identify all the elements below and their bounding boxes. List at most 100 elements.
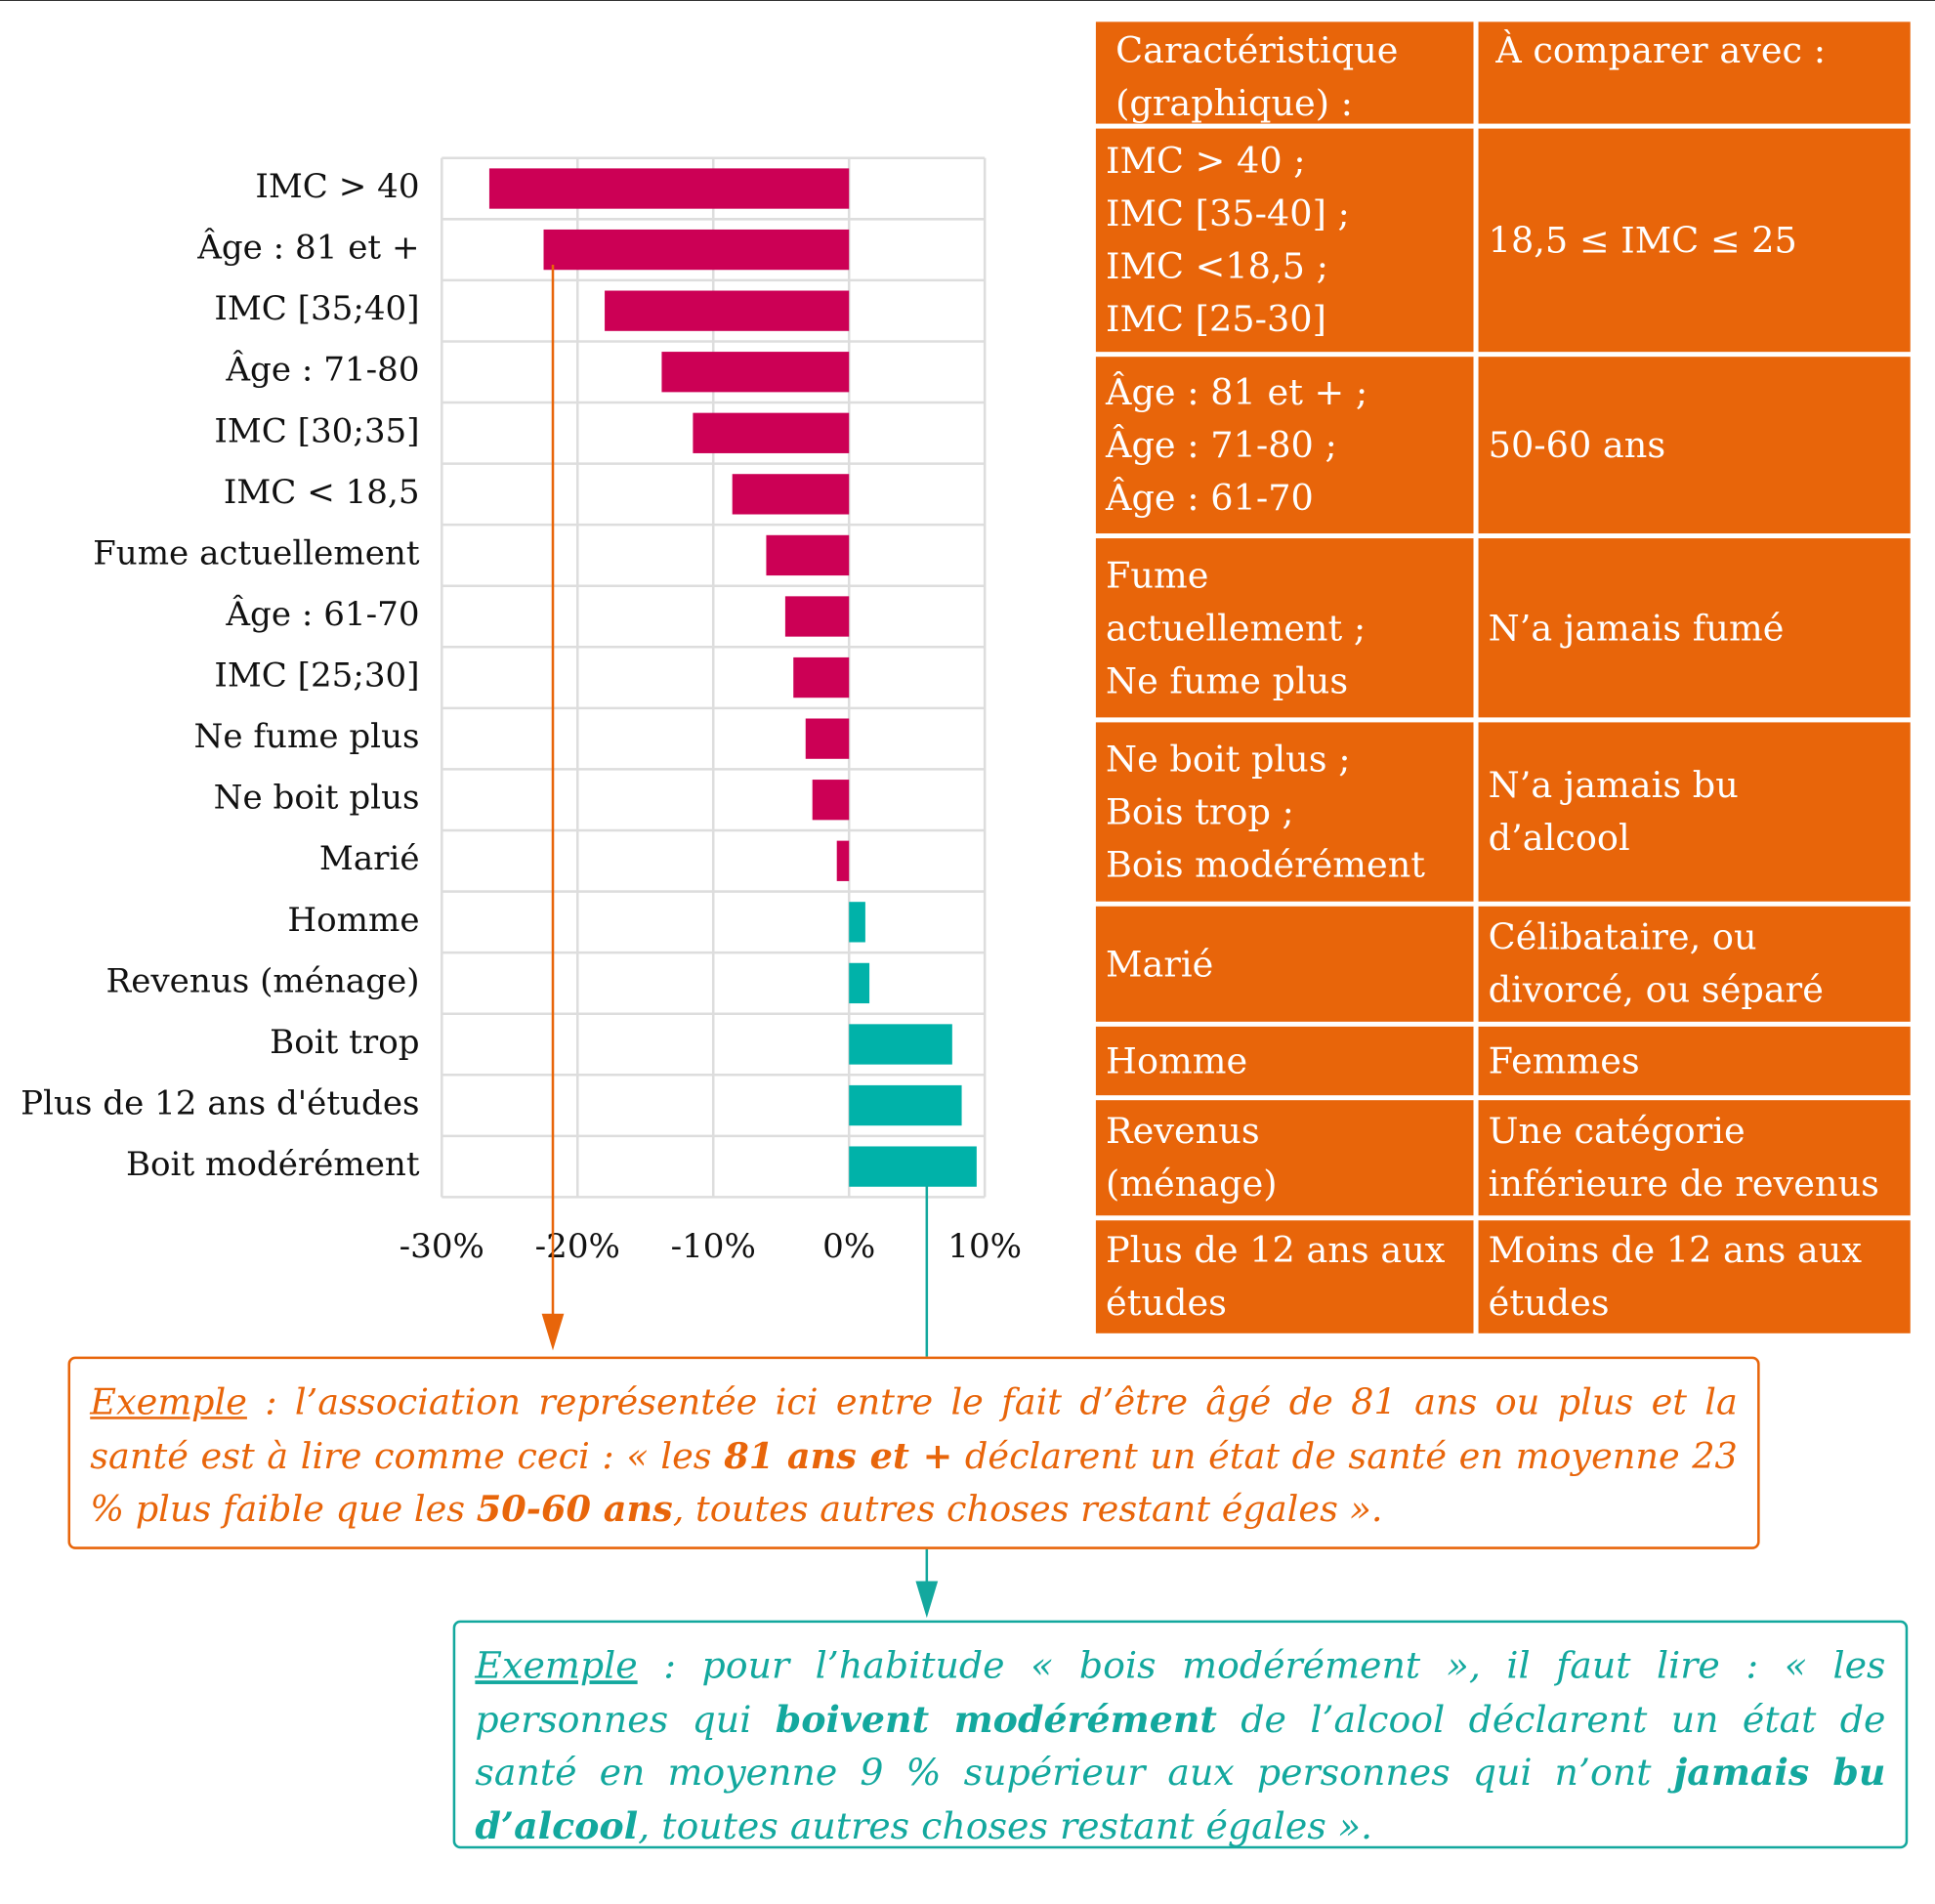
y-tick-label: Boit modérément — [126, 1145, 420, 1184]
cell-line: Célibataire, ou — [1488, 915, 1757, 958]
cell-line: (ménage) — [1106, 1163, 1278, 1205]
table-cell: Revenus (ménage) — [1095, 1100, 1474, 1216]
table-cell: Ne boit plus ; Bois trop ; Bois modérément — [1095, 722, 1474, 902]
bar — [693, 412, 850, 453]
note-text: de l’alcool déclarent un état de santé e… — [475, 1698, 1886, 1795]
cell-line: (graphique) : — [1115, 81, 1354, 124]
note-text: Exemple — [475, 1644, 638, 1688]
bar — [543, 229, 850, 271]
cell-line: N’a jamais fumé — [1488, 606, 1785, 649]
cell-line: Ne fume plus — [1106, 658, 1349, 701]
cell-line: Moins de 12 ans aux — [1488, 1229, 1863, 1271]
cell-line: À comparer avec : — [1495, 28, 1827, 71]
cell-line: IMC > 40 ; — [1106, 139, 1306, 182]
cell-line: Femmes — [1488, 1039, 1640, 1081]
note-text: , toutes autres choses restant égales ». — [672, 1488, 1383, 1530]
table-cell: Âge : 81 et + ; Âge : 71-80 ; Âge : 61-70 — [1095, 357, 1474, 534]
bar — [488, 168, 850, 209]
y-tick-label: IMC > 40 — [255, 167, 419, 206]
x-tick-label: -20% — [535, 1227, 620, 1266]
cell-line: 18,5 ≤ IMC ≤ 25 — [1488, 218, 1797, 261]
note-text: Exemple — [90, 1380, 247, 1423]
y-tick-label: IMC [25;30] — [214, 656, 419, 696]
note-text: 81 ans et + — [724, 1434, 953, 1477]
bar — [849, 1024, 952, 1065]
table-cell: Une catégorie inférieure de revenus — [1478, 1100, 1911, 1216]
y-tick-label: Ne fume plus — [194, 717, 420, 756]
cell-line: Marié — [1106, 942, 1214, 985]
cell-line: Âge : 61-70 — [1106, 476, 1314, 519]
cell-line: Caractéristique — [1115, 28, 1399, 71]
bar — [812, 780, 850, 821]
y-tick-label: Plus de 12 ans d'études — [21, 1084, 419, 1123]
arrows — [541, 264, 939, 1619]
cell-line: IMC [25-30] — [1106, 297, 1326, 340]
bar — [661, 352, 850, 393]
table-cell: 18,5 ≤ IMC ≤ 25 — [1478, 128, 1911, 353]
table-cell: Célibataire, ou divorcé, ou séparé — [1478, 906, 1911, 1022]
cell-line: Âge : 71-80 ; — [1106, 423, 1337, 466]
table-cell: N’a jamais fumé — [1478, 538, 1911, 718]
y-tick-label: Fume actuellement — [93, 534, 420, 573]
arrow-head — [915, 1581, 939, 1619]
y-tick-label: Boit trop — [270, 1023, 419, 1062]
cell-line: d’alcool — [1488, 817, 1630, 859]
cell-line: divorcé, ou séparé — [1488, 968, 1824, 1011]
x-tick-label: -10% — [671, 1227, 756, 1266]
y-tick-label: IMC [30;35] — [214, 411, 419, 450]
table-cell: IMC > 40 ; IMC [35-40] ; IMC <18,5 ; IMC [2… — [1095, 128, 1474, 353]
table-cell: Moins de 12 ans aux études — [1478, 1220, 1911, 1333]
cell-line: Revenus — [1106, 1110, 1260, 1152]
cell-line: Bois trop ; — [1106, 790, 1294, 832]
comparison-table: Caractéristique (graphique) : À comparer a… — [1095, 21, 1911, 1337]
arrow-head — [541, 1313, 565, 1351]
cell-line: actuellement ; — [1106, 606, 1367, 649]
cell-line: IMC [35-40] ; — [1106, 191, 1350, 234]
cell-line: Bois modérément — [1106, 843, 1426, 885]
y-tick-label: IMC [35;40] — [214, 289, 419, 328]
cell-line: N’a jamais bu — [1488, 764, 1739, 806]
bar — [849, 1146, 977, 1187]
cell-line: Fume — [1106, 553, 1209, 596]
bar — [766, 534, 850, 576]
cell-line: Plus de 12 ans aux — [1106, 1229, 1446, 1271]
example-note: Exemple : pour l’habitude « bois modérém… — [452, 1620, 1909, 1849]
cell-line: études — [1106, 1282, 1227, 1324]
table-cell: Marié — [1095, 906, 1474, 1022]
y-tick-label: IMC < 18,5 — [224, 473, 420, 512]
bar — [793, 656, 850, 698]
note-text: 50-60 ans — [476, 1488, 673, 1530]
bar — [849, 962, 870, 1004]
bar — [732, 474, 850, 515]
note-text: déclarent un état de santé en moyenne 23… — [90, 1434, 1738, 1530]
cell-line: Une catégorie — [1488, 1110, 1746, 1152]
note-text: , toutes autres choses restant égales ». — [638, 1804, 1373, 1848]
y-tick-label: Âge : 61-70 — [225, 594, 419, 634]
cell-line: Ne boit plus ; — [1106, 738, 1351, 780]
table-cell: Fume actuellement ; Ne fume plus — [1095, 538, 1474, 718]
cell-line: IMC <18,5 ; — [1106, 244, 1328, 287]
table-cell: Femmes — [1478, 1026, 1911, 1096]
table-cell: N’a jamais bu d’alcool — [1478, 722, 1911, 902]
cell-line: Âge : 81 et + ; — [1106, 370, 1368, 413]
y-tick-label: Ne boit plus — [214, 779, 420, 818]
note-text: : pour l’habitude « bois modérément », i… — [475, 1644, 1886, 1742]
note-text: jamais bu d’alcool — [475, 1752, 1886, 1848]
bar — [849, 1084, 962, 1126]
x-tick-label: -30% — [400, 1227, 484, 1266]
bar — [836, 840, 850, 881]
header-cell: À comparer avec : — [1478, 21, 1911, 124]
bar — [784, 596, 850, 637]
example-note: Exemple : l’association représentée ici … — [67, 1356, 1760, 1549]
cell-line: inférieure de revenus — [1488, 1163, 1879, 1205]
header-cell: Caractéristique (graphique) : — [1095, 21, 1474, 124]
note-text: : l’association représentée ici entre le… — [90, 1380, 1738, 1477]
y-tick-label: Marié — [319, 839, 420, 878]
cell-line: Homme — [1106, 1039, 1248, 1081]
note-text: boivent modérément — [775, 1698, 1217, 1742]
y-tick-label: Âge : 81 et + — [196, 228, 419, 268]
bar — [849, 902, 865, 943]
